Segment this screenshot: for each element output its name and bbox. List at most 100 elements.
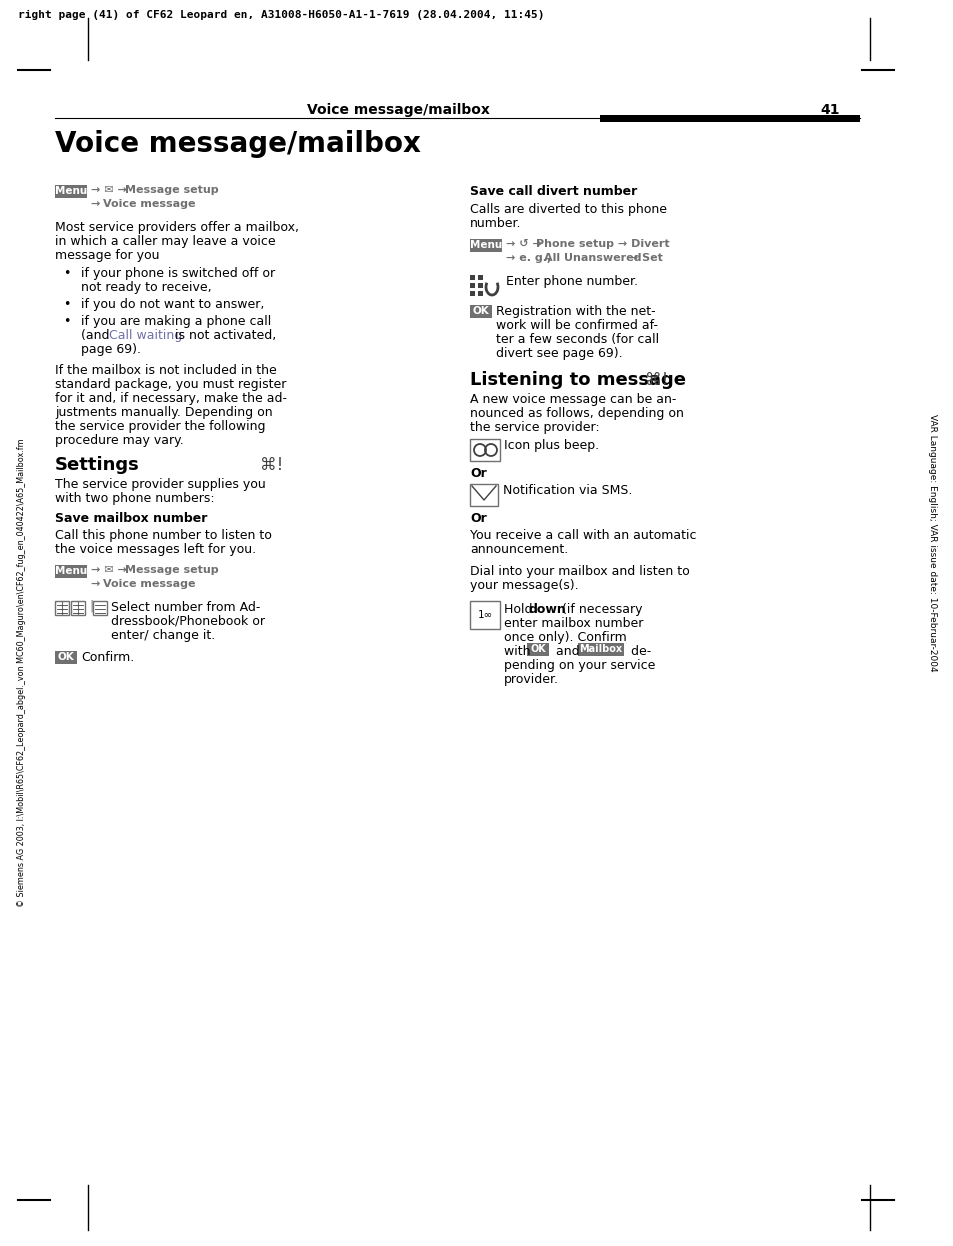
Text: once only). Confirm: once only). Confirm bbox=[503, 630, 626, 644]
Text: provider.: provider. bbox=[503, 673, 558, 687]
Text: |: | bbox=[86, 601, 98, 613]
Text: the service provider the following: the service provider the following bbox=[55, 420, 265, 434]
Text: right page (41) of CF62 Leopard en, A31008-H6050-A1-1-7619 (28.04.2004, 11:45): right page (41) of CF62 Leopard en, A310… bbox=[18, 10, 544, 20]
Text: → Set: → Set bbox=[624, 253, 662, 263]
Text: de-: de- bbox=[626, 645, 651, 658]
Text: Voice message/mailbox: Voice message/mailbox bbox=[55, 130, 420, 158]
Text: 1∞: 1∞ bbox=[476, 611, 492, 621]
Bar bbox=[470, 601, 499, 629]
Text: Menu: Menu bbox=[55, 187, 87, 197]
Text: Most service providers offer a mailbox,: Most service providers offer a mailbox, bbox=[55, 221, 298, 234]
Bar bbox=[599, 115, 859, 122]
Bar bbox=[477, 283, 482, 288]
Text: ter a few seconds (for call: ter a few seconds (for call bbox=[496, 333, 659, 346]
Bar bbox=[55, 650, 77, 664]
Text: page 69).: page 69). bbox=[81, 343, 141, 356]
Text: if you do not want to answer,: if you do not want to answer, bbox=[81, 298, 264, 312]
Bar bbox=[55, 601, 69, 616]
Text: 41: 41 bbox=[820, 103, 839, 117]
Text: Voice message: Voice message bbox=[103, 579, 195, 589]
Text: your message(s).: your message(s). bbox=[470, 579, 578, 592]
Text: if your phone is switched off or: if your phone is switched off or bbox=[81, 267, 274, 280]
Text: Phone setup → Divert: Phone setup → Divert bbox=[536, 239, 669, 249]
Text: Call waiting: Call waiting bbox=[109, 329, 182, 341]
Text: (if necessary: (if necessary bbox=[558, 603, 641, 616]
Text: Or: Or bbox=[470, 467, 486, 480]
Text: → e. g.,: → e. g., bbox=[505, 253, 555, 263]
Text: Icon plus beep.: Icon plus beep. bbox=[503, 439, 598, 452]
Text: •: • bbox=[63, 267, 71, 280]
Text: Notification via SMS.: Notification via SMS. bbox=[502, 483, 632, 497]
Text: procedure may vary.: procedure may vary. bbox=[55, 434, 184, 447]
Text: in which a caller may leave a voice: in which a caller may leave a voice bbox=[55, 235, 275, 248]
Bar bbox=[470, 305, 492, 318]
Text: OK: OK bbox=[57, 653, 74, 663]
Text: •: • bbox=[63, 298, 71, 312]
Text: message for you: message for you bbox=[55, 249, 159, 262]
Text: (and: (and bbox=[81, 329, 113, 341]
Text: Menu: Menu bbox=[470, 240, 501, 250]
Text: dressbook/Phonebook or: dressbook/Phonebook or bbox=[111, 616, 265, 628]
Text: Message setup: Message setup bbox=[125, 184, 218, 196]
Text: Enter phone number.: Enter phone number. bbox=[505, 275, 638, 288]
Bar bbox=[470, 239, 501, 252]
Text: Confirm.: Confirm. bbox=[81, 650, 134, 664]
Text: nounced as follows, depending on: nounced as follows, depending on bbox=[470, 407, 683, 420]
Text: Message setup: Message setup bbox=[125, 564, 218, 574]
Text: Mailbox: Mailbox bbox=[578, 644, 622, 654]
Bar bbox=[477, 275, 482, 280]
Text: → ✉ →: → ✉ → bbox=[91, 564, 131, 574]
Text: ⌘!: ⌘! bbox=[260, 456, 283, 473]
Text: if you are making a phone call: if you are making a phone call bbox=[81, 315, 271, 328]
Text: Call this phone number to listen to: Call this phone number to listen to bbox=[55, 530, 272, 542]
Text: number.: number. bbox=[470, 217, 521, 231]
Text: not ready to receive,: not ready to receive, bbox=[81, 282, 212, 294]
Text: the voice messages left for you.: the voice messages left for you. bbox=[55, 543, 255, 556]
Text: Registration with the net-: Registration with the net- bbox=[496, 305, 655, 318]
Text: the service provider:: the service provider: bbox=[470, 421, 599, 434]
Bar bbox=[477, 292, 482, 297]
Text: © Siemens AG 2003, I:\Mobil\R65\CF62_Leopard_abgel._von MC60_Maguro\en\CF62_fug_: © Siemens AG 2003, I:\Mobil\R65\CF62_Leo… bbox=[17, 439, 27, 907]
Bar bbox=[92, 601, 107, 616]
Bar bbox=[470, 283, 475, 288]
Bar bbox=[71, 601, 85, 616]
Text: work will be confirmed af-: work will be confirmed af- bbox=[496, 319, 658, 331]
Bar bbox=[470, 483, 497, 506]
Bar bbox=[470, 275, 475, 280]
Bar bbox=[526, 643, 548, 655]
Text: All Unanswered: All Unanswered bbox=[543, 253, 640, 263]
Bar bbox=[470, 292, 475, 297]
Text: and: and bbox=[552, 645, 583, 658]
Text: VAR Language: English; VAR issue date: 10-Februar-2004: VAR Language: English; VAR issue date: 1… bbox=[927, 414, 937, 672]
Text: Select number from Ad-: Select number from Ad- bbox=[111, 601, 260, 614]
Text: announcement.: announcement. bbox=[470, 543, 568, 556]
Text: is not activated,: is not activated, bbox=[171, 329, 276, 341]
Text: Save call divert number: Save call divert number bbox=[470, 184, 637, 198]
Text: •: • bbox=[63, 315, 71, 328]
Text: for it and, if necessary, make the ad-: for it and, if necessary, make the ad- bbox=[55, 392, 287, 405]
Text: Voice message/mailbox: Voice message/mailbox bbox=[307, 103, 490, 117]
Text: Listening to message: Listening to message bbox=[470, 371, 685, 389]
Text: OK: OK bbox=[530, 644, 545, 654]
Text: Menu: Menu bbox=[55, 567, 87, 577]
Text: The service provider supplies you: The service provider supplies you bbox=[55, 478, 266, 491]
Bar bbox=[578, 643, 623, 655]
Text: divert see page 69).: divert see page 69). bbox=[496, 346, 622, 360]
Text: Hold: Hold bbox=[503, 603, 536, 616]
Text: with two phone numbers:: with two phone numbers: bbox=[55, 492, 214, 505]
Text: OK: OK bbox=[472, 307, 489, 316]
Text: enter mailbox number: enter mailbox number bbox=[503, 617, 642, 630]
Text: → ✉ →: → ✉ → bbox=[91, 184, 131, 196]
Text: →: → bbox=[91, 199, 104, 209]
Text: standard package, you must register: standard package, you must register bbox=[55, 378, 286, 391]
Text: Calls are diverted to this phone: Calls are diverted to this phone bbox=[470, 203, 666, 216]
Text: →: → bbox=[91, 579, 104, 589]
Bar bbox=[55, 564, 87, 578]
Text: down: down bbox=[529, 603, 566, 616]
Text: Settings: Settings bbox=[55, 456, 139, 473]
Text: Or: Or bbox=[470, 512, 486, 525]
Text: justments manually. Depending on: justments manually. Depending on bbox=[55, 406, 273, 419]
Text: You receive a call with an automatic: You receive a call with an automatic bbox=[470, 530, 696, 542]
Text: pending on your service: pending on your service bbox=[503, 659, 655, 672]
Text: A new voice message can be an-: A new voice message can be an- bbox=[470, 392, 676, 406]
